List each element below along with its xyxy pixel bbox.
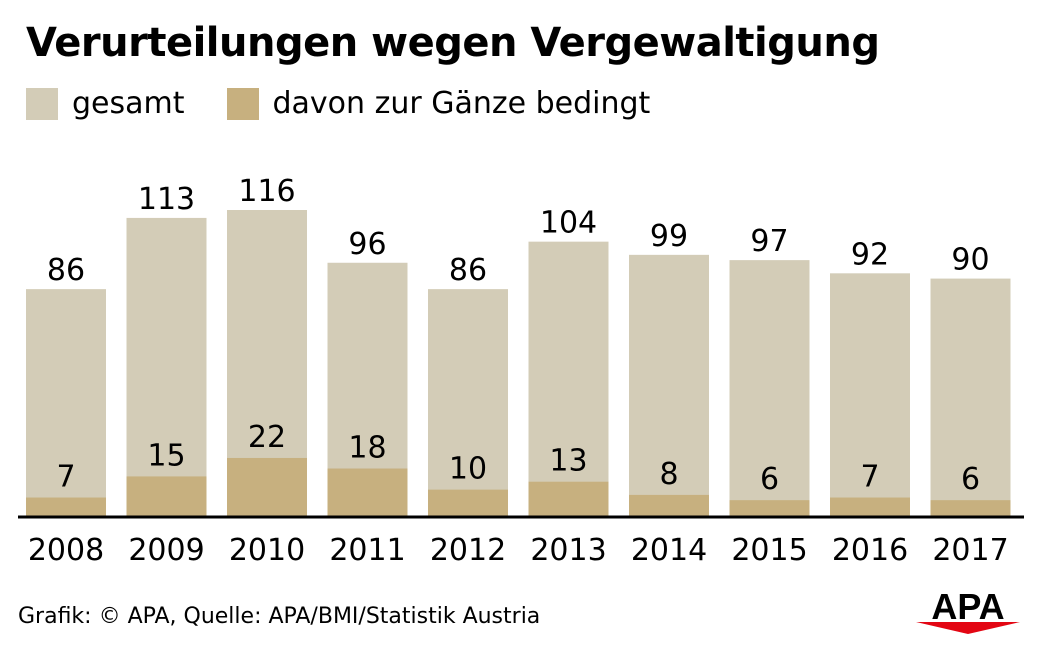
data-label-bedingt-2016: 7: [860, 460, 879, 495]
bar-bedingt-2013: [528, 481, 609, 516]
chart-title: Verurteilungen wegen Vergewaltigung: [26, 20, 880, 66]
data-label-gesamt-2011: 96: [348, 227, 386, 262]
x-tick-label-2010: 2010: [229, 533, 305, 568]
bar-gesamt-2009: [126, 217, 207, 516]
x-tick-label-2015: 2015: [731, 533, 807, 568]
bar-bedingt-2014: [629, 494, 709, 516]
source-note: Grafik: © APA, Quelle: APA/BMI/Statistik…: [18, 604, 541, 629]
data-label-gesamt-2008: 86: [47, 253, 85, 288]
data-label-gesamt-2015: 97: [750, 224, 788, 259]
legend-label-gesamt: gesamt: [72, 86, 185, 121]
bar-bedingt-2009: [126, 476, 207, 516]
x-tick-label-2008: 2008: [28, 533, 104, 568]
bar-gesamt-2014: [629, 254, 709, 516]
data-label-bedingt-2013: 13: [549, 444, 587, 479]
bar-gesamt-2016: [830, 273, 910, 516]
data-label-bedingt-2012: 10: [449, 452, 487, 487]
apa-logo-text: APA: [931, 588, 1004, 627]
apa-logo: APA: [916, 588, 1020, 634]
bar-gesamt-2015: [729, 260, 810, 516]
bar-gesamt-2012: [428, 289, 508, 516]
data-label-bedingt-2009: 15: [147, 438, 185, 473]
chart-legend: gesamt davon zur Gänze bedingt: [26, 86, 692, 121]
data-label-gesamt-2009: 113: [138, 182, 195, 217]
x-tick-label-2012: 2012: [430, 533, 506, 568]
bar-gesamt-2017: [930, 278, 1011, 516]
data-label-gesamt-2017: 90: [951, 243, 989, 278]
data-label-gesamt-2013: 104: [540, 206, 597, 241]
x-tick-label-2014: 2014: [631, 533, 707, 568]
data-label-bedingt-2011: 18: [348, 431, 386, 466]
bar-bedingt-2017: [930, 500, 1011, 516]
bar-bedingt-2012: [428, 489, 508, 516]
bar-chart: 8672008113152009116222010961820118610201…: [18, 174, 1024, 568]
bar-bedingt-2010: [227, 457, 307, 516]
x-tick-label-2017: 2017: [932, 533, 1008, 568]
data-label-bedingt-2015: 6: [760, 462, 779, 497]
legend-swatch-bedingt: [226, 87, 259, 120]
legend-label-bedingt: davon zur Gänze bedingt: [272, 86, 651, 121]
data-label-bedingt-2014: 8: [659, 457, 678, 492]
legend-item-bedingt: davon zur Gänze bedingt: [226, 86, 651, 121]
data-label-gesamt-2010: 116: [238, 174, 295, 209]
apa-logo-mark: [916, 622, 1020, 634]
data-label-gesamt-2012: 86: [449, 253, 487, 288]
data-label-bedingt-2008: 7: [56, 460, 75, 495]
x-tick-label-2011: 2011: [329, 533, 405, 568]
data-label-gesamt-2014: 99: [650, 219, 688, 254]
data-label-bedingt-2010: 22: [248, 420, 286, 455]
legend-item-gesamt: gesamt: [26, 86, 185, 121]
bar-gesamt-2013: [528, 241, 609, 517]
bar-bedingt-2011: [327, 468, 408, 516]
data-label-gesamt-2016: 92: [851, 237, 889, 272]
x-tick-label-2016: 2016: [832, 533, 908, 568]
x-tick-label-2013: 2013: [530, 533, 606, 568]
bar-gesamt-2008: [26, 289, 106, 516]
x-tick-label-2009: 2009: [128, 533, 204, 568]
bar-bedingt-2016: [830, 497, 910, 516]
bar-bedingt-2015: [729, 500, 810, 516]
bar-bedingt-2008: [26, 497, 106, 516]
legend-swatch-gesamt: [26, 87, 58, 120]
data-label-bedingt-2017: 6: [961, 462, 980, 497]
